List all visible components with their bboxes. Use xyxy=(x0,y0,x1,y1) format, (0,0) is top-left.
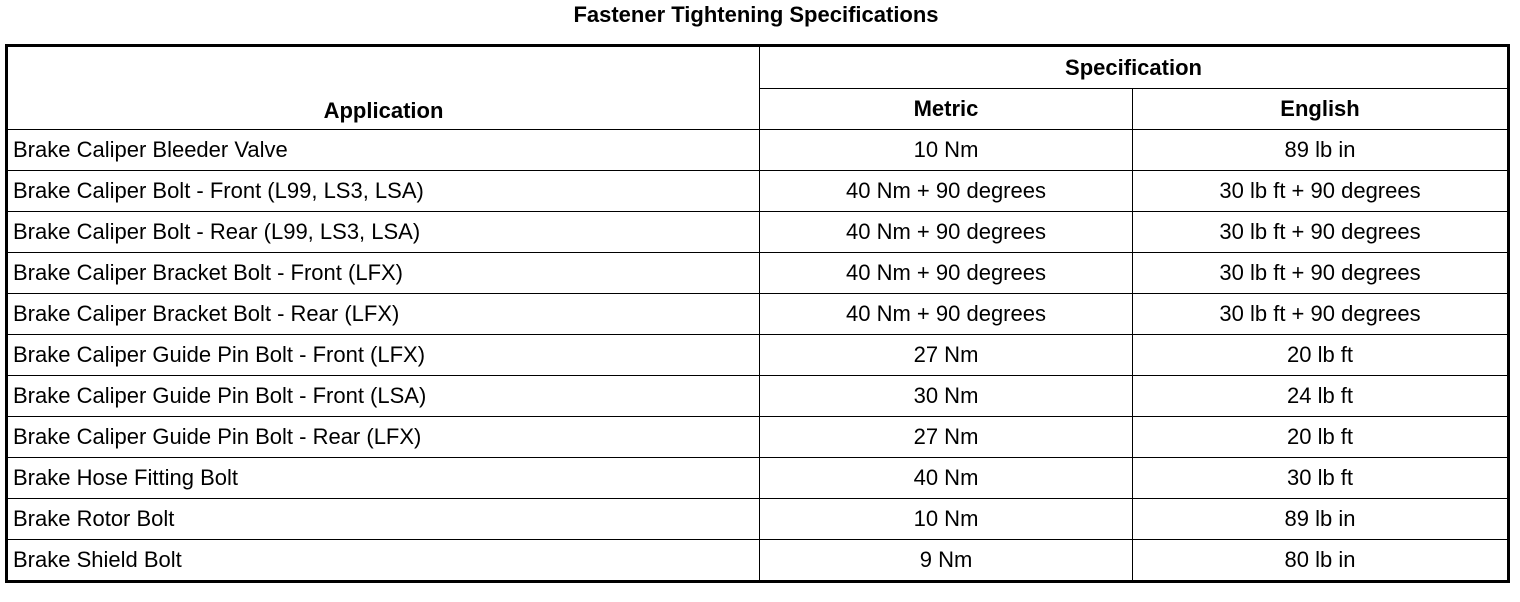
table-cell: 20 lb ft xyxy=(1131,416,1510,458)
table-cell: 40 Nm + 90 degrees xyxy=(759,170,1133,212)
table-row: Brake Shield Bolt 9 Nm 80 lb in xyxy=(6,539,1510,582)
table-cell: Brake Caliper Guide Pin Bolt - Front (LF… xyxy=(6,334,760,376)
table-row: Brake Rotor Bolt 10 Nm 89 lb in xyxy=(6,498,1510,540)
table-cell: Brake Caliper Bracket Bolt - Rear (LFX) xyxy=(6,293,760,335)
table-cell: Brake Caliper Guide Pin Bolt - Front (LS… xyxy=(6,375,760,417)
table-row: Brake Caliper Bracket Bolt - Rear (LFX) 4… xyxy=(6,293,1510,335)
table-cell: Brake Caliper Bolt - Front (L99, LS3, LS… xyxy=(6,170,760,212)
header-cell: Application xyxy=(6,45,760,130)
table-cell: 40 Nm xyxy=(759,457,1133,499)
table-cell: Brake Caliper Guide Pin Bolt - Rear (LFX… xyxy=(6,416,760,458)
table-cell: Brake Shield Bolt xyxy=(6,539,760,582)
table-cell: Brake Rotor Bolt xyxy=(6,498,760,540)
table-row: Brake Caliper Guide Pin Bolt - Front (LF… xyxy=(6,334,1510,376)
table-cell: 10 Nm xyxy=(759,498,1133,540)
table-cell: 30 lb ft + 90 degrees xyxy=(1131,211,1510,253)
table-cell: 89 lb in xyxy=(1131,129,1510,171)
table-cell: 30 lb ft + 90 degrees xyxy=(1131,293,1510,335)
table-cell: 30 Nm xyxy=(759,375,1133,417)
table-cell: 89 lb in xyxy=(1131,498,1510,540)
table-cell: Brake Caliper Bolt - Rear (L99, LS3, LSA… xyxy=(6,211,760,253)
table-row: Brake Caliper Bracket Bolt - Front (LFX)… xyxy=(6,252,1510,294)
table-cell: 27 Nm xyxy=(759,416,1133,458)
table-cell: Brake Hose Fitting Bolt xyxy=(6,457,760,499)
table-cell: 9 Nm xyxy=(759,539,1133,582)
table-cell: 24 lb ft xyxy=(1131,375,1510,417)
header-cell: Specification xyxy=(758,45,1510,89)
table-body: Brake Caliper Bleeder Valve 10 Nm 89 lb in… xyxy=(6,129,1510,582)
table-row: Brake Caliper Guide Pin Bolt - Rear (LFX… xyxy=(6,416,1510,458)
table-row: Brake Caliper Bolt - Rear (L99, LS3, LSA… xyxy=(6,211,1510,253)
table-cell: 40 Nm + 90 degrees xyxy=(759,293,1133,335)
table-cell: 30 lb ft xyxy=(1131,457,1510,499)
title: Fastener Tightening Specifications xyxy=(573,2,939,27)
table-cell: 80 lb in xyxy=(1131,539,1510,582)
table-cell: 27 Nm xyxy=(759,334,1133,376)
table-cell: 30 lb ft + 90 degrees xyxy=(1131,252,1510,294)
table-cell: 40 Nm + 90 degrees xyxy=(759,252,1133,294)
table-row: Brake Caliper Bleeder Valve 10 Nm 89 lb in xyxy=(6,129,1510,171)
table-row: Brake Caliper Guide Pin Bolt - Front (LS… xyxy=(6,375,1510,417)
table-cell: 40 Nm + 90 degrees xyxy=(759,211,1133,253)
spec-table: Application Specification Metric English… xyxy=(5,44,1511,583)
table-row: Brake Hose Fitting Bolt 40 Nm 30 lb ft xyxy=(6,457,1510,499)
table-row: Brake Caliper Bolt - Front (L99, LS3, LS… xyxy=(6,170,1510,212)
table-cell: Brake Caliper Bleeder Valve xyxy=(6,129,760,171)
table-cell: 20 lb ft xyxy=(1131,334,1510,376)
table-cell: 10 Nm xyxy=(759,129,1133,171)
header-cell: Metric xyxy=(759,88,1133,130)
table-cell: Brake Caliper Bracket Bolt - Front (LFX) xyxy=(6,252,760,294)
table-cell: 30 lb ft + 90 degrees xyxy=(1131,170,1510,212)
header-cell: English xyxy=(1131,88,1510,130)
